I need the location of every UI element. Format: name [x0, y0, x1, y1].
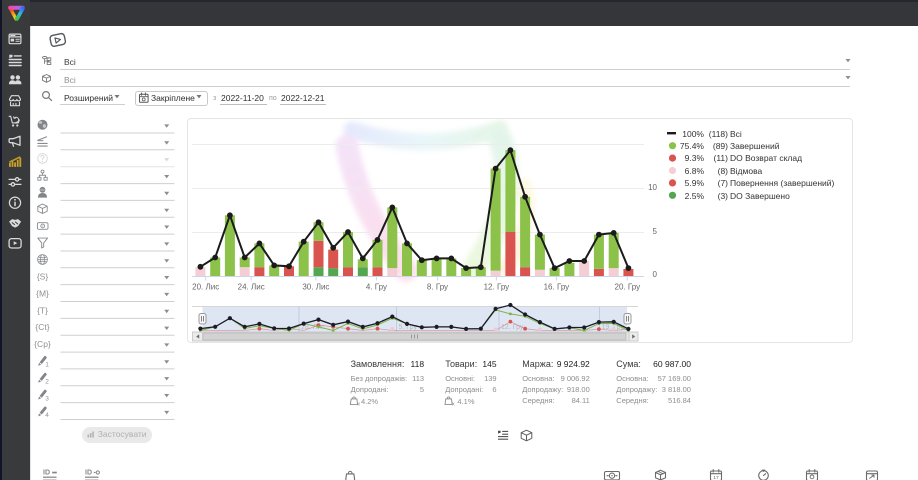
svg-text:5. Гру: 5. Гру [399, 324, 418, 331]
svg-text:{S}: {S} [37, 272, 49, 282]
svg-text:12. Гру: 12. Гру [484, 283, 510, 292]
svg-text:0: 0 [653, 270, 658, 279]
svg-text:16. Гру: 16. Гру [544, 283, 570, 292]
svg-text:{Ct}: {Ct} [35, 322, 49, 332]
svg-text:{Cp}: {Cp} [34, 339, 51, 349]
svg-text:10: 10 [648, 183, 657, 192]
svg-text:17: 17 [713, 475, 719, 480]
svg-text:x: x [452, 401, 455, 407]
svg-text:20. Лис: 20. Лис [192, 283, 219, 292]
svg-text:{M}: {M} [36, 288, 49, 298]
svg-text:ID: ID [43, 470, 50, 477]
svg-text:20. Гру: 20. Гру [615, 283, 641, 292]
svg-text:30. Лис: 30. Лис [302, 283, 329, 292]
svg-text:12. Гру: 12. Гру [501, 324, 524, 331]
svg-text:5: 5 [653, 227, 658, 236]
svg-text:x: x [358, 401, 361, 407]
svg-text:1: 1 [45, 362, 49, 369]
svg-text:3: 3 [45, 395, 49, 402]
svg-text:ID: ID [85, 470, 92, 477]
svg-text:24. Лис: 24. Лис [238, 283, 265, 292]
svg-text:4: 4 [45, 412, 49, 419]
svg-text:{T}: {T} [37, 305, 48, 315]
svg-text:2: 2 [45, 379, 49, 386]
svg-text:4. Гру: 4. Гру [366, 283, 387, 292]
svg-text:8. Гру: 8. Гру [427, 283, 448, 292]
